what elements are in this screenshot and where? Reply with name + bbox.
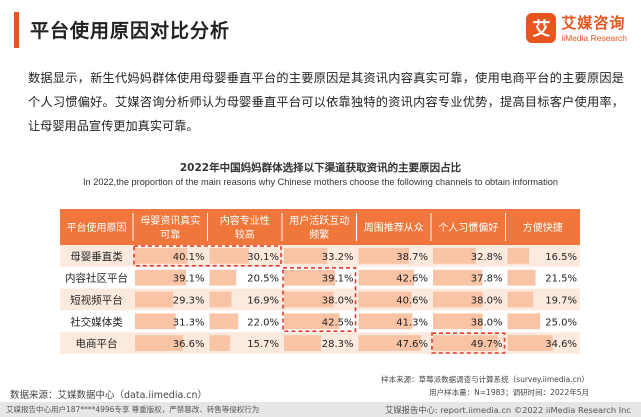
row-label: 电商平台: [76, 337, 118, 350]
data-label: 38.0%: [322, 296, 354, 307]
highlight-box-ecommerce: [431, 332, 506, 354]
data-label: 40.6%: [396, 296, 428, 307]
data-label: 28.3%: [322, 339, 354, 350]
column-header: 个人习惯偏好: [438, 221, 498, 234]
data-label: 22.0%: [247, 317, 279, 328]
data-bar: [358, 248, 410, 264]
data-bar: [507, 248, 530, 264]
row-label: 社交媒体类: [70, 315, 123, 328]
data-label: 37.8%: [471, 274, 503, 285]
data-bar: [209, 291, 232, 308]
data-label: 16.9%: [247, 296, 279, 307]
sample-size: 用户样本量：N=1983；调研时间：2022年5月: [429, 388, 589, 397]
data-label: 15.7%: [247, 339, 279, 350]
data-bar: [433, 313, 483, 330]
data-label: 36.6%: [173, 339, 205, 350]
data-label: 40.1%: [173, 252, 205, 263]
data-label: 31.3%: [173, 317, 205, 328]
data-bar: [507, 335, 553, 351]
data-bar: [507, 269, 536, 286]
data-label: 38.7%: [396, 252, 428, 263]
data-label: 39.1%: [322, 274, 354, 285]
reasons-table: 平台使用原因 母婴资讯真实可靠 内容专业性较高 用户活跃互动频繁 周围推荐从众 个人习惯偏…: [60, 209, 580, 354]
data-bar: [209, 335, 230, 351]
data-bar: [433, 335, 498, 351]
page-title: 平台使用原因对比分析: [30, 20, 231, 42]
data-bar: [284, 248, 328, 264]
data-label: 20.5%: [247, 274, 279, 285]
row-label: 内容社区平台: [65, 272, 128, 285]
data-bar: [135, 269, 187, 286]
data-bar: [284, 335, 321, 351]
logo-mark-icon: 艾: [526, 12, 557, 43]
data-label: 19.7%: [545, 296, 577, 307]
title-accent-bar: [14, 12, 19, 48]
data-source: 数据来源：艾媒数据中心（data.iimedia.cn）: [10, 390, 208, 401]
data-bar: [358, 335, 421, 351]
data-label: 32.8%: [471, 252, 503, 263]
data-label: 41.3%: [396, 317, 428, 328]
data-bar: [433, 291, 483, 308]
data-bar: [433, 269, 483, 286]
data-bar: [209, 313, 239, 330]
data-label: 42.6%: [396, 274, 428, 285]
row-label: 母婴垂直类: [70, 250, 123, 263]
data-label: 29.3%: [173, 296, 205, 307]
footer-copyright-notice: 艾媒报告中心用户187****4996专享 尊重版权，严禁篡改、转售等侵权行为: [6, 405, 260, 414]
footer-bar: 艾媒报告中心用户187****4996专享 尊重版权，严禁篡改、转售等侵权行为 …: [0, 402, 641, 417]
data-bar: [433, 248, 476, 264]
data-bar: [209, 248, 249, 264]
data-bar: [135, 248, 188, 264]
data-bar: [135, 335, 183, 351]
data-label: 38.0%: [471, 317, 503, 328]
data-bar: [507, 313, 541, 330]
data-bar: [284, 291, 334, 308]
highlight-box-activity: [282, 266, 357, 333]
data-label: 34.6%: [545, 339, 577, 350]
data-bar: [358, 313, 413, 330]
chart-subtitle: In 2022,the proportion of the main reaso…: [83, 177, 558, 187]
data-label: 30.1%: [247, 252, 279, 263]
highlight-box-row1: [133, 245, 282, 267]
iimedia-logo: 艾 艾媒咨询 iiMedia Research: [526, 12, 627, 43]
data-bar: [135, 313, 176, 330]
footer-report-link: 艾媒报告中心: report.iimedia.cn ©2022 iiMedia …: [385, 405, 631, 415]
data-label: 42.5%: [322, 317, 354, 328]
data-label: 49.7%: [471, 339, 503, 350]
row-label: 短视频平台: [70, 294, 123, 307]
corner-label: 平台使用原因: [67, 221, 127, 234]
data-bar: [358, 269, 415, 286]
header-row: [60, 209, 580, 245]
column-header: 用户活跃互动频繁: [289, 214, 349, 241]
column-header: 方便快捷: [523, 221, 563, 234]
data-label: 16.5%: [545, 252, 577, 263]
logo-cn-text: 艾媒咨询: [561, 14, 626, 32]
column-header: 内容专业性较高: [220, 214, 270, 241]
data-label: 47.6%: [396, 339, 428, 350]
chart-title: 2022年中国妈妈群体选择以下渠道获取资讯的主要原因占比: [179, 162, 462, 174]
data-label: 21.5%: [545, 274, 577, 285]
data-label: 39.1%: [173, 274, 205, 285]
intro-paragraph: 数据显示，新生代妈妈群体使用母婴垂直平台的主要原因是其资讯内容真实可靠，使用电商…: [28, 71, 624, 133]
data-bar: [209, 269, 237, 286]
data-label: 33.2%: [322, 252, 354, 263]
data-bar: [358, 291, 412, 308]
data-label: 38.0%: [471, 296, 503, 307]
data-bar: [507, 291, 534, 308]
data-label: 25.0%: [545, 317, 577, 328]
logo-en-text: iiMedia Research: [561, 33, 627, 43]
column-header: 母婴资讯真实可靠: [140, 214, 200, 241]
column-header: 周围推荐从众: [364, 221, 424, 234]
data-bar: [284, 313, 340, 330]
sample-source: 样本来源：草莓派数据调查与计算系统（survey.iimedia.cn）: [381, 375, 589, 384]
data-bar: [284, 269, 336, 286]
data-bar: [135, 291, 174, 308]
